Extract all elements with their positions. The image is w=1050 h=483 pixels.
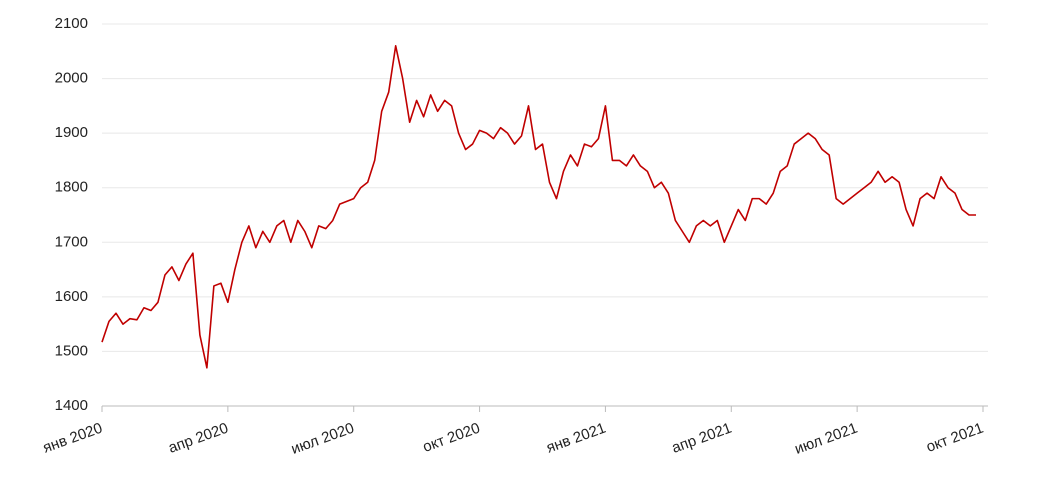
y-tick-label: 1700 bbox=[55, 233, 88, 250]
y-tick-label: 2000 bbox=[55, 70, 88, 87]
x-tick-label: янв 2021 bbox=[544, 420, 608, 457]
y-tick-label: 1800 bbox=[55, 179, 88, 196]
y-tick-label: 1500 bbox=[55, 342, 88, 359]
y-tick-label: 1900 bbox=[55, 124, 88, 141]
x-tick-label: июл 2021 bbox=[792, 420, 859, 458]
x-tick-label: апр 2021 bbox=[670, 420, 734, 457]
y-tick-label: 2100 bbox=[55, 15, 88, 32]
price-line bbox=[101, 45, 977, 369]
x-tick-label: апр 2020 bbox=[166, 420, 230, 457]
x-tick-label: янв 2020 bbox=[41, 420, 105, 457]
x-tick-label: окт 2021 bbox=[924, 420, 986, 456]
x-tick-label: окт 2020 bbox=[421, 420, 483, 456]
y-tick-label: 1400 bbox=[55, 397, 88, 414]
y-tick-label: 1600 bbox=[55, 288, 88, 305]
x-tick-label: июл 2020 bbox=[289, 420, 356, 458]
